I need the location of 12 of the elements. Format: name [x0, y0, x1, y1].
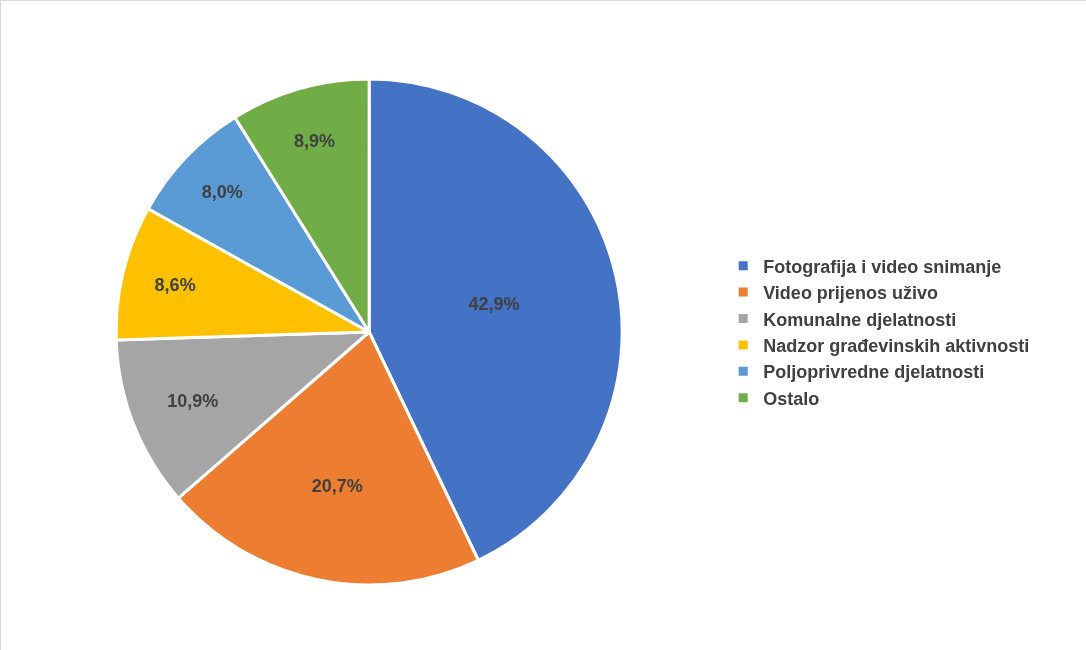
- data-label: 10,9%: [167, 391, 219, 412]
- legend-label: Ostalo: [763, 388, 820, 409]
- legend-label: Fotografija i video snimanje: [763, 256, 1002, 277]
- legend-label: Poljoprivredne djelatnosti: [763, 362, 985, 383]
- data-label: 8,0%: [201, 182, 243, 203]
- legend-label: Nadzor građevinskih aktivnosti: [763, 335, 1030, 356]
- legend-label: Video prijenos uživo: [763, 283, 938, 304]
- data-label: 8,9%: [293, 131, 335, 152]
- legend-label: Komunalne djelatnosti: [763, 309, 957, 330]
- data-label: 42,9%: [468, 293, 520, 314]
- data-label: 20,7%: [311, 476, 363, 497]
- data-label: 8,6%: [154, 274, 196, 295]
